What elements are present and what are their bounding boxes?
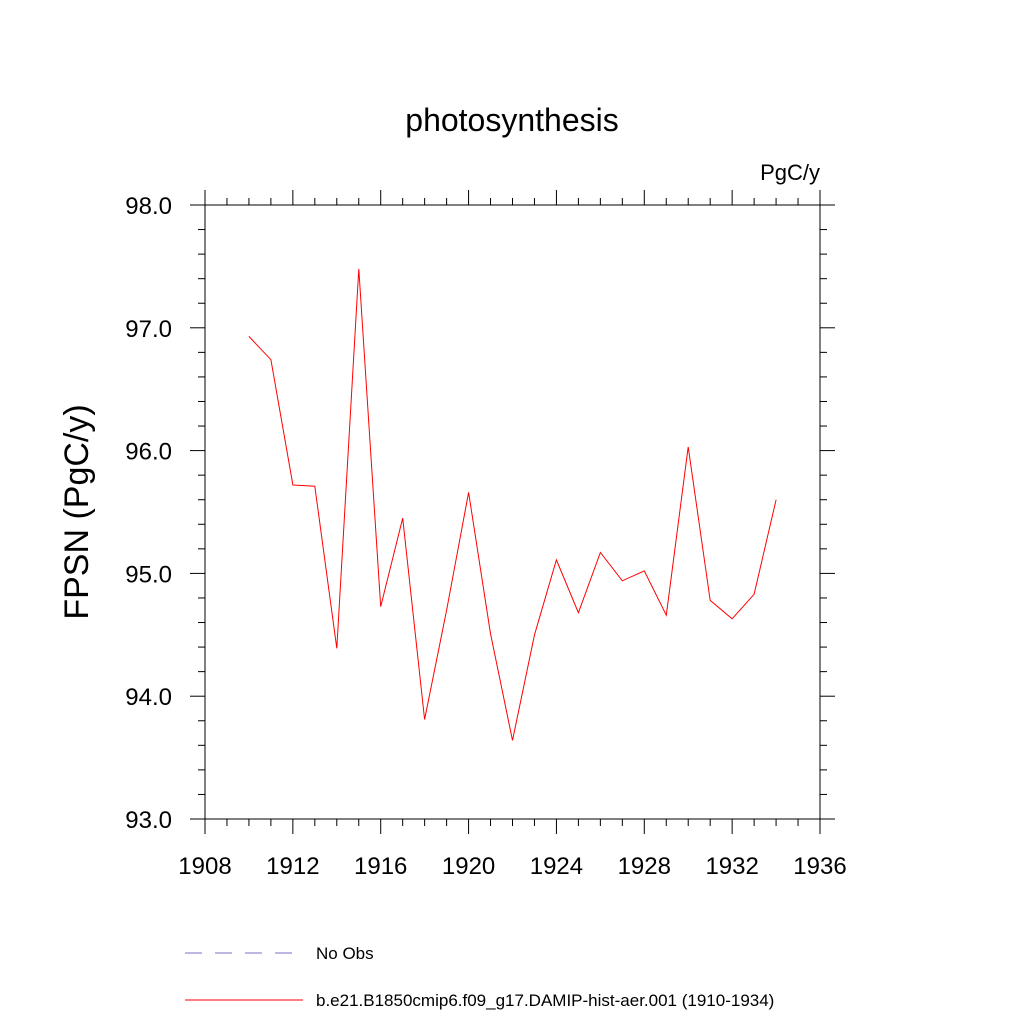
axis-ticks: [190, 190, 835, 834]
x-tick-label: 1924: [530, 853, 583, 880]
chart-title: photosynthesis: [405, 102, 618, 138]
legend: No Obs b.e21.B1850cmip6.f09_g17.DAMIP-hi…: [185, 944, 774, 1010]
series-line-0: [248, 268, 777, 741]
series-lines: [248, 268, 777, 741]
tick-labels: 1908 1912 1916 1920 1924 1928 1932 1936 93.0 94.0…: [125, 193, 846, 880]
x-tick-label: 1928: [618, 853, 671, 880]
x-tick-label: 1920: [442, 853, 495, 880]
y-axis-label: FPSN (PgC/y): [58, 404, 96, 619]
y-tick-label: 95.0: [125, 561, 172, 588]
y-tick-label: 97.0: [125, 316, 172, 343]
legend-label-model: b.e21.B1850cmip6.f09_g17.DAMIP-hist-aer.…: [316, 991, 774, 1010]
x-tick-label: 1916: [354, 853, 407, 880]
x-tick-label: 1912: [266, 853, 319, 880]
plot-frame: [204, 204, 821, 820]
x-tick-label: 1932: [705, 853, 758, 880]
y-tick-label: 98.0: [125, 193, 172, 220]
y-tick-label: 93.0: [125, 807, 172, 834]
units-label: PgC/y: [760, 160, 820, 185]
y-tick-label: 96.0: [125, 439, 172, 466]
x-tick-label: 1936: [793, 853, 846, 880]
x-tick-label: 1908: [178, 853, 231, 880]
legend-label-no-obs: No Obs: [316, 944, 374, 963]
y-tick-label: 94.0: [125, 684, 172, 711]
